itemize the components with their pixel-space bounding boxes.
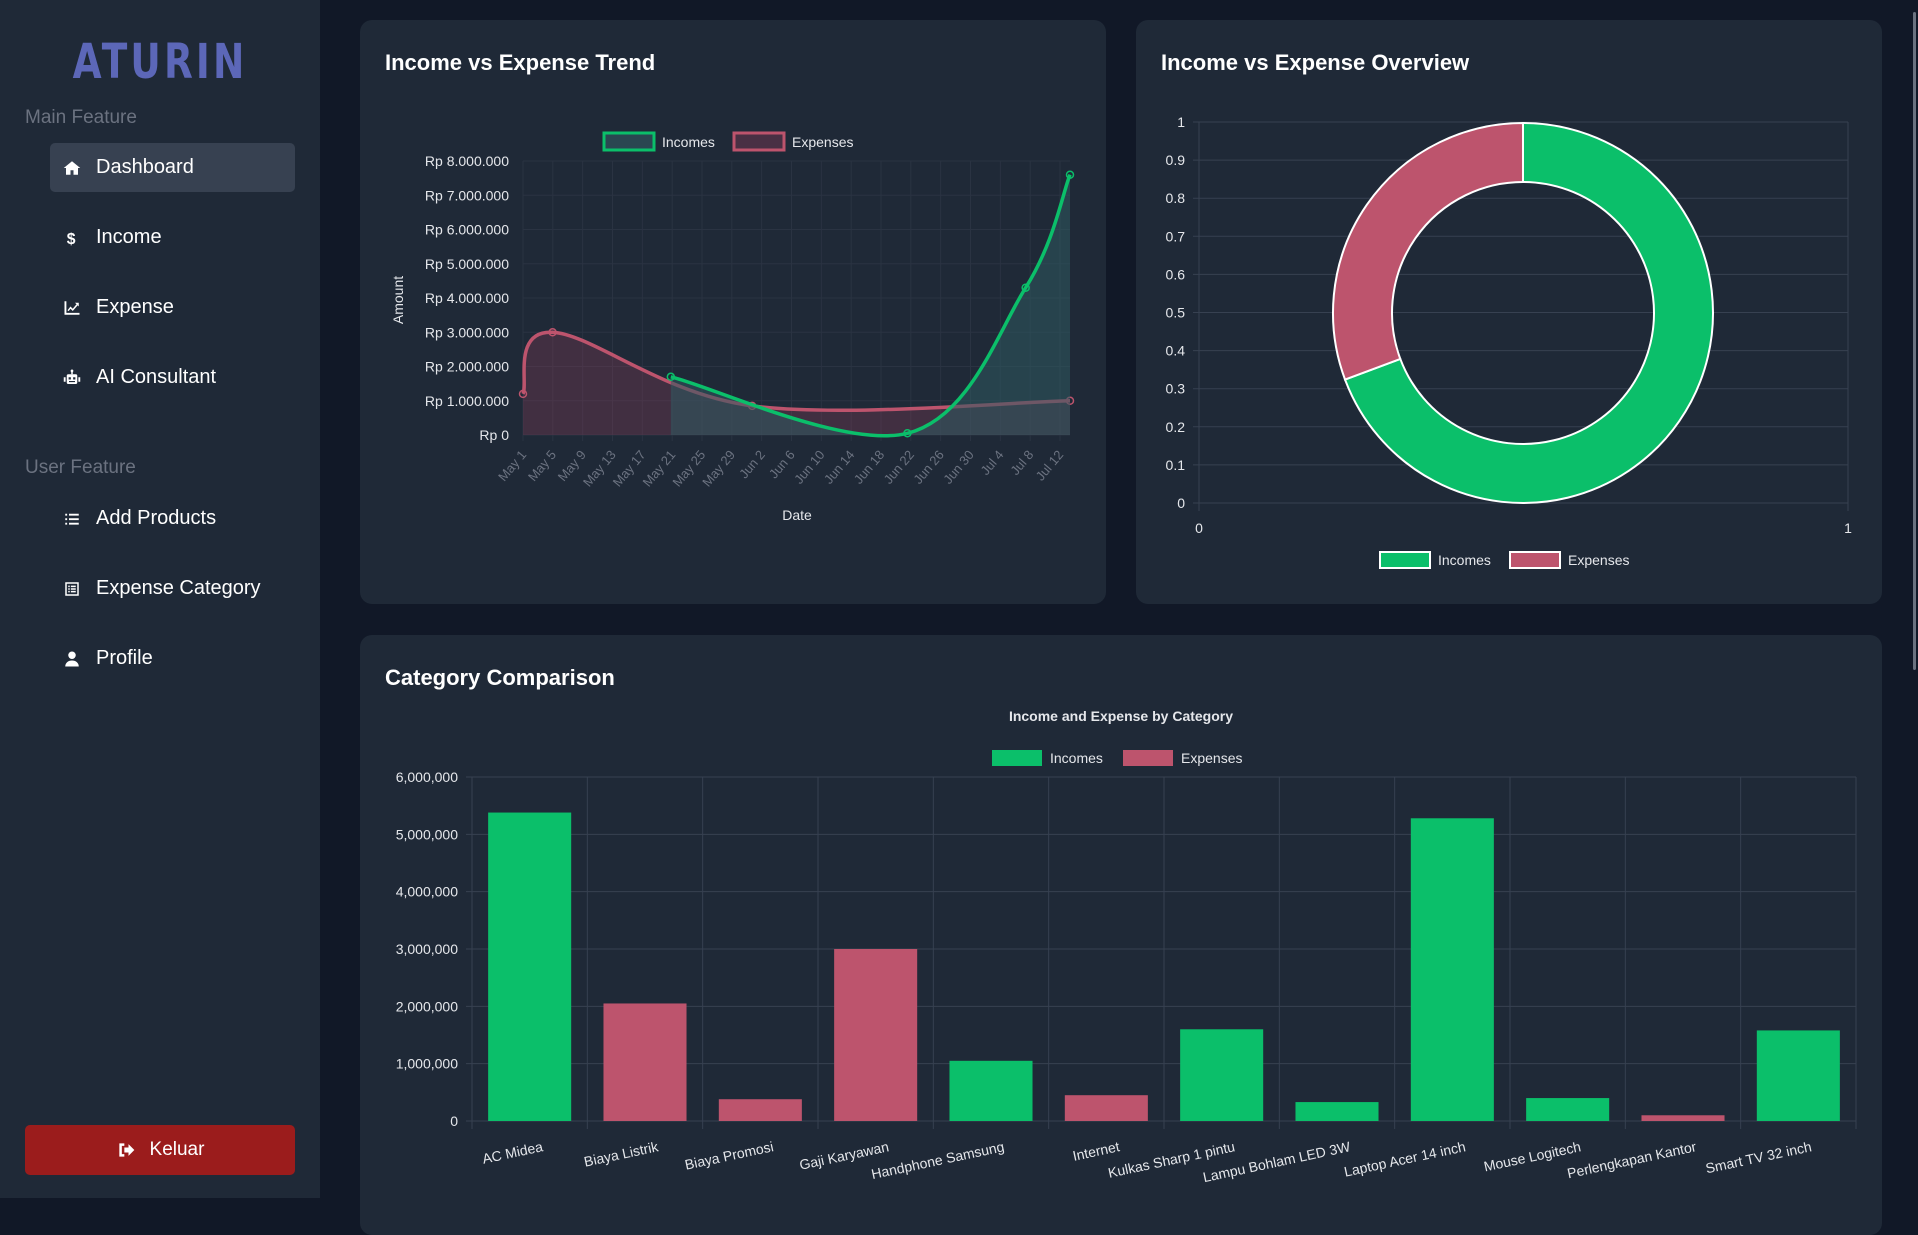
sidebar: ATURIN Main Feature Dashboard $ Income E…	[0, 0, 320, 1198]
page-scrollbar[interactable]	[1913, 12, 1916, 670]
user-feature-label: User Feature	[25, 457, 136, 478]
trend-card-title: Income vs Expense Trend	[385, 50, 656, 75]
sidebar-item-label: Expense Category	[96, 577, 261, 599]
chart-line-icon	[50, 299, 94, 317]
app-logo[interactable]: ATURIN	[72, 34, 248, 90]
category-list-icon	[50, 580, 94, 598]
user-icon	[50, 650, 94, 668]
sidebar-item-dashboard[interactable]: Dashboard	[50, 143, 295, 192]
sidebar-item-profile[interactable]: Profile	[50, 634, 295, 683]
overview-card: Income vs Expense Overview	[1136, 20, 1882, 604]
sidebar-item-label: Add Products	[96, 507, 217, 529]
home-icon	[50, 159, 94, 177]
sidebar-item-income[interactable]: $ Income	[50, 213, 295, 262]
overview-card-title: Income vs Expense Overview	[1161, 50, 1470, 75]
category-card: Category Comparison	[360, 635, 1882, 1235]
list-icon	[50, 510, 94, 528]
dollar-icon: $	[50, 229, 94, 247]
sidebar-item-label: AI Consultant	[96, 366, 217, 388]
sidebar-item-expense[interactable]: Expense	[50, 283, 295, 332]
sidebar-item-ai-consultant[interactable]: AI Consultant	[50, 353, 295, 402]
sidebar-item-label: Income	[96, 226, 162, 248]
sidebar-item-label: Profile	[96, 647, 153, 669]
sidebar-item-expense-category[interactable]: Expense Category	[50, 564, 295, 613]
logout-label: Keluar	[149, 1139, 205, 1160]
main-feature-label: Main Feature	[25, 107, 137, 128]
svg-text:$: $	[67, 231, 76, 247]
logout-button[interactable]: Keluar	[25, 1125, 295, 1175]
sidebar-item-label: Expense	[96, 296, 174, 318]
sidebar-item-label: Dashboard	[96, 156, 194, 178]
sign-out-icon	[118, 1143, 134, 1157]
sidebar-item-add-products[interactable]: Add Products	[50, 494, 295, 543]
robot-icon	[50, 369, 94, 387]
category-card-title: Category Comparison	[385, 665, 615, 690]
trend-card: Income vs Expense Trend	[360, 20, 1106, 604]
